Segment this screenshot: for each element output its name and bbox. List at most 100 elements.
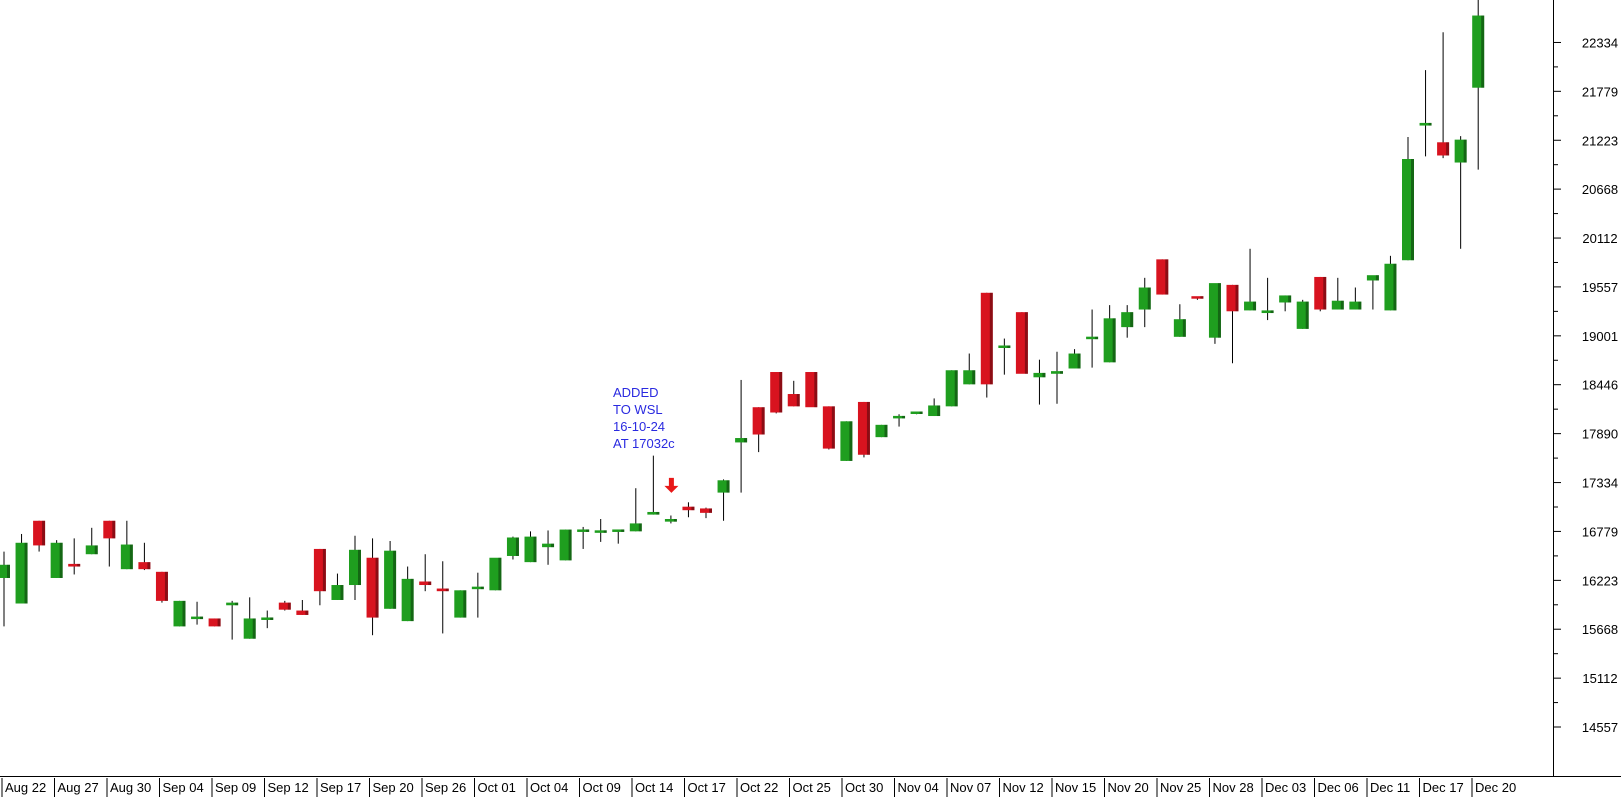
candle [349,535,361,600]
candle [489,557,502,591]
candle-body [278,602,291,610]
candle [1384,255,1397,311]
x-tick-label: Nov 20 [1108,780,1149,795]
candle-body [1279,295,1292,303]
candle-body [506,537,519,556]
candle-body-shade [1217,283,1221,338]
candle-body [822,406,835,449]
candle-body-shade [972,370,976,385]
candle-body [120,544,133,570]
x-tick-label: Dec 03 [1265,780,1306,795]
candle [910,411,923,415]
candle-body-shade [1112,318,1116,363]
candle-body [787,394,800,407]
candle-body [770,372,783,413]
candle-body-shade [1375,275,1379,281]
candle-body-shade [709,508,712,513]
candle-body-shade [182,600,186,627]
candle [524,531,537,563]
candle [1086,309,1099,368]
candle-body-shade [1446,142,1450,156]
candle-body [296,610,309,615]
y-tick-label: 20112 [1582,231,1617,246]
candle-body [1191,296,1204,299]
candle-body [840,421,853,461]
candle-body-shade [954,370,958,407]
candle-body-shade [919,411,923,415]
candle [1279,295,1292,312]
candle [313,548,326,606]
x-tick-label: Aug 30 [110,780,151,795]
y-tick-label: 21223 [1582,133,1618,148]
candle-body [664,519,677,522]
candle-body-shade [1024,312,1028,374]
candle-body [155,571,168,601]
candle-body-shade [480,586,484,590]
candle-body [612,529,625,532]
candle-body [1384,263,1397,311]
candle [717,479,730,521]
y-tick-label: 19557 [1582,280,1618,295]
candle-body-shade [358,549,361,586]
candle [1103,305,1116,363]
candle-body-shade [831,406,835,449]
candle-body-shade [1147,287,1151,310]
candle [85,527,98,555]
candle [243,597,256,639]
candle [1226,284,1239,364]
candle-body-shade [603,530,607,533]
candle-body-shade [1165,259,1169,295]
annotation-line-4: AT 17032c [613,436,675,451]
candle [155,571,168,603]
candle-body [542,543,555,548]
candle-body-shade [1060,371,1063,374]
candle-body [1296,301,1309,329]
candle-body [33,520,46,546]
candle-body-shade [691,506,695,511]
candle-body-shade [340,585,344,600]
candle [1138,277,1151,328]
candle-body [1103,318,1116,363]
candle-body-shade [1463,139,1467,163]
candle-body-shade [1481,15,1485,88]
candle-body-shade [989,292,993,385]
candle [998,338,1011,375]
candle-body-shade [1358,301,1362,310]
candle [1419,70,1432,157]
candle-body [85,545,98,555]
candle-body [945,370,958,407]
annotation-line-3: 16-10-24 [613,419,665,434]
y-tick-label: 22334 [1582,35,1618,50]
candle-body [1033,372,1046,378]
candle-body-shade [1130,312,1134,328]
x-tick-label: Oct 22 [740,780,778,795]
candle [647,455,660,515]
candle [1296,299,1309,329]
candle [770,372,783,414]
candle-body [401,578,414,622]
candle-body [226,602,239,606]
candle [787,380,800,407]
candle [1191,296,1204,300]
x-tick-label: Oct 09 [583,780,621,795]
candle [1437,32,1450,159]
candle-body [471,586,484,590]
candle [875,424,888,438]
candle-body [454,590,467,618]
candle-body-shade [621,529,625,532]
x-tick-label: Oct 17 [688,780,726,795]
candle [454,590,467,618]
y-tick-label: 14557 [1582,720,1618,735]
candle-body [419,581,432,586]
candle-body [857,401,870,455]
candle-body-shade [42,520,46,546]
candle [700,507,712,519]
y-tick-label: 16223 [1582,573,1618,588]
candle-body [0,564,10,578]
y-tick-label: 18446 [1582,378,1618,393]
x-tick-label: Oct 01 [478,780,516,795]
candle-body-shade [744,438,748,443]
candle-body-shade [235,602,239,606]
candle-body-shade [1393,263,1397,311]
candle-body [50,542,63,578]
